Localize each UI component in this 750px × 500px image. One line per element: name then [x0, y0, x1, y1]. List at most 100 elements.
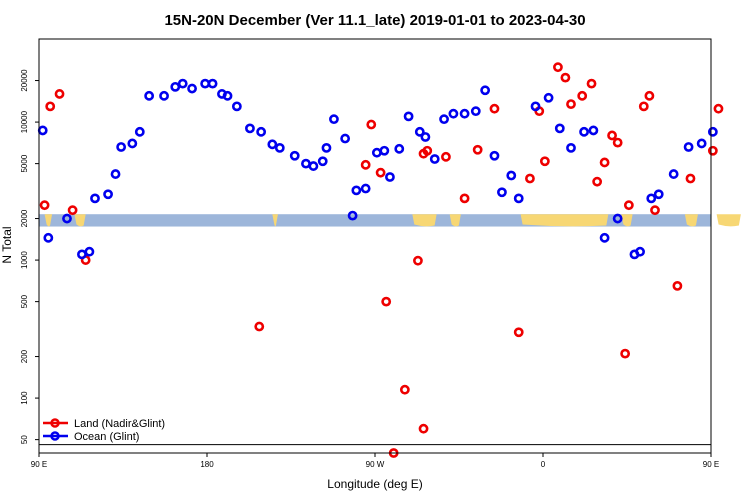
ocean-point	[371, 147, 382, 158]
ocean-point	[308, 161, 319, 171]
y-tick-label: 500	[20, 294, 29, 308]
y-tick-label: 200	[20, 349, 29, 363]
ocean-point	[530, 101, 541, 112]
x-tick-label: 90 W	[366, 460, 385, 469]
ocean-point	[646, 193, 657, 204]
ocean-point	[301, 158, 311, 169]
map-strip-land	[44, 214, 53, 227]
land-point	[539, 156, 550, 167]
ocean-point	[321, 143, 332, 153]
ocean-point	[489, 150, 500, 161]
ocean-point	[245, 123, 255, 134]
ocean-point	[351, 185, 362, 196]
map-strip-land	[74, 214, 86, 227]
ocean-point	[116, 142, 127, 152]
legend-ocean-marker	[50, 431, 60, 441]
ocean-point	[429, 154, 440, 164]
land-point	[553, 62, 563, 73]
land-point	[707, 145, 718, 156]
ocean-point	[394, 143, 405, 154]
ocean-point	[420, 132, 431, 142]
ocean-point	[683, 142, 694, 152]
ocean-point	[267, 139, 278, 150]
ocean-point	[403, 111, 414, 122]
ocean-point	[566, 143, 576, 153]
chart-title: 15N-20N December (Ver 11.1_late) 2019-01…	[164, 12, 585, 29]
ocean-point	[110, 169, 121, 179]
land-point	[650, 205, 660, 216]
y-axis-label: N Total	[0, 226, 14, 263]
ocean-point	[170, 81, 181, 92]
ocean-point	[439, 114, 449, 125]
land-point	[566, 99, 576, 109]
plot-frame	[38, 38, 712, 454]
land-point	[39, 200, 50, 211]
ocean-point	[497, 187, 507, 198]
legend: Land (Nadir&Glint) Ocean (Glint)	[43, 418, 165, 443]
land-point	[612, 137, 623, 148]
land-point	[45, 101, 56, 112]
ocean-point	[340, 133, 351, 144]
land-point	[472, 144, 483, 155]
land-point	[254, 321, 265, 332]
land-point	[366, 119, 377, 130]
land-point	[381, 296, 392, 307]
y-tick-label: 2000	[20, 209, 29, 227]
ocean-point	[612, 213, 623, 224]
ocean-point	[696, 138, 707, 149]
land-point	[586, 78, 597, 89]
ocean-point	[37, 125, 48, 136]
x-axis-label: Longitude (deg E)	[327, 477, 422, 491]
land-point	[413, 255, 423, 266]
land-point	[638, 101, 649, 112]
land-point	[399, 384, 410, 395]
ocean-point	[653, 189, 664, 200]
ocean-point	[599, 232, 610, 243]
land-point	[54, 89, 65, 99]
land-point	[418, 423, 429, 434]
map-strip-land	[272, 214, 278, 227]
ocean-point	[274, 143, 285, 153]
land-point	[67, 205, 78, 216]
ocean-point	[159, 90, 169, 101]
ocean-point	[62, 213, 72, 224]
ocean-point	[134, 126, 145, 137]
land-point	[599, 157, 610, 168]
x-tick-label: 90 E	[31, 460, 47, 469]
ocean-point	[385, 172, 395, 182]
ocean-point	[43, 232, 54, 243]
land-point	[459, 193, 470, 204]
map-strip-land	[520, 214, 609, 227]
map-strip-land	[684, 214, 698, 227]
ocean-point	[707, 126, 718, 137]
land-point	[422, 145, 433, 156]
land-point	[513, 327, 524, 338]
map-strip-land	[412, 214, 437, 227]
plot-area: 50 100 200 500 1000 2000 5000 10000 20000 90 E 180…	[20, 38, 741, 469]
land-point	[560, 72, 571, 83]
map-strip-land	[449, 214, 461, 227]
land-point	[623, 200, 634, 211]
land-point	[441, 151, 451, 162]
ocean-point	[360, 183, 371, 194]
ocean-point	[84, 246, 95, 257]
ocean-point	[480, 85, 491, 96]
map-strip-water	[39, 214, 711, 227]
ocean-point	[513, 193, 524, 204]
ocean-point	[177, 78, 188, 89]
ocean-point	[543, 92, 554, 103]
land-point	[577, 90, 588, 101]
y-tick-label: 50	[20, 435, 29, 444]
y-tick-label: 1000	[20, 251, 29, 269]
ocean-point	[222, 90, 233, 101]
ocean-point	[379, 145, 390, 156]
land-point	[375, 167, 386, 178]
ocean-point	[200, 78, 211, 89]
ocean-point	[459, 108, 470, 119]
map-strip-land	[621, 214, 633, 227]
y-tick-label: 20000	[20, 69, 29, 92]
ocean-point	[668, 169, 679, 179]
ocean-point	[207, 78, 218, 89]
y-tick-label: 10000	[20, 110, 29, 133]
